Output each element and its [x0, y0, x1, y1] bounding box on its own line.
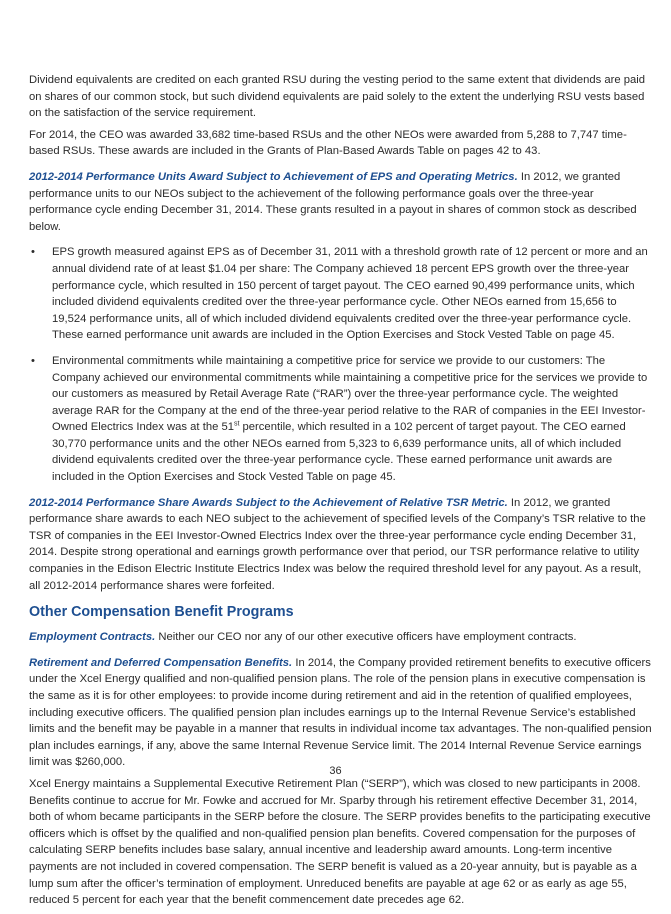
- section-heading: Other Compensation Benefit Programs: [29, 604, 294, 621]
- performance-shares-heading: 2012-2014 Performance Share Awards Subje…: [29, 496, 508, 509]
- bullet-environmental: • Environmental commitments while maintai…: [29, 353, 653, 486]
- page-content: Dividend equivalents are credited on eac…: [29, 72, 653, 914]
- bullet-text: Environmental commitments while maintain…: [52, 354, 648, 434]
- paragraph-employment-contracts: Employment Contracts. Neither our CEO no…: [29, 629, 653, 646]
- performance-units-heading: 2012-2014 Performance Units Award Subjec…: [29, 170, 518, 183]
- performance-shares-body: In 2012, we granted performance share aw…: [29, 496, 646, 592]
- page-number: 36: [329, 765, 342, 777]
- employment-contracts-heading: Employment Contracts.: [29, 631, 156, 644]
- employment-contracts-body: Neither our CEO nor any of our other exe…: [155, 631, 577, 644]
- paragraph-performance-units: 2012-2014 Performance Units Award Subjec…: [29, 169, 653, 235]
- document-page: Dividend equivalents are credited on eac…: [29, 74, 652, 907]
- paragraph-serp: Xcel Energy maintains a Supplemental Exe…: [29, 777, 651, 907]
- bullet-text-cont: percentile, which resulted in a 102 perc…: [52, 421, 626, 484]
- paragraph-performance-shares: 2012-2014 Performance Share Awards Subje…: [29, 495, 653, 595]
- ordinal-suffix: st: [233, 420, 240, 428]
- bullet-icon: •: [31, 354, 35, 367]
- paragraph-2014-rsu-awards: For 2014, the CEO was awarded 33,682 tim…: [29, 128, 627, 158]
- paragraph-retirement-benefits: Retirement and Deferred Compensation Ben…: [29, 655, 653, 771]
- bullet-text: EPS growth measured against EPS as of De…: [52, 246, 648, 342]
- paragraph-dividend-equivalents: Dividend equivalents are credited on eac…: [29, 74, 646, 120]
- performance-units-body: In 2012, we granted performance units to…: [29, 170, 637, 233]
- retirement-benefits-body: In 2014, the Company provided retirement…: [29, 656, 652, 769]
- retirement-benefits-heading: Retirement and Deferred Compensation Ben…: [29, 656, 293, 669]
- bullet-eps-growth: • EPS growth measured against EPS as of D…: [29, 244, 653, 344]
- bullet-icon: •: [31, 246, 35, 259]
